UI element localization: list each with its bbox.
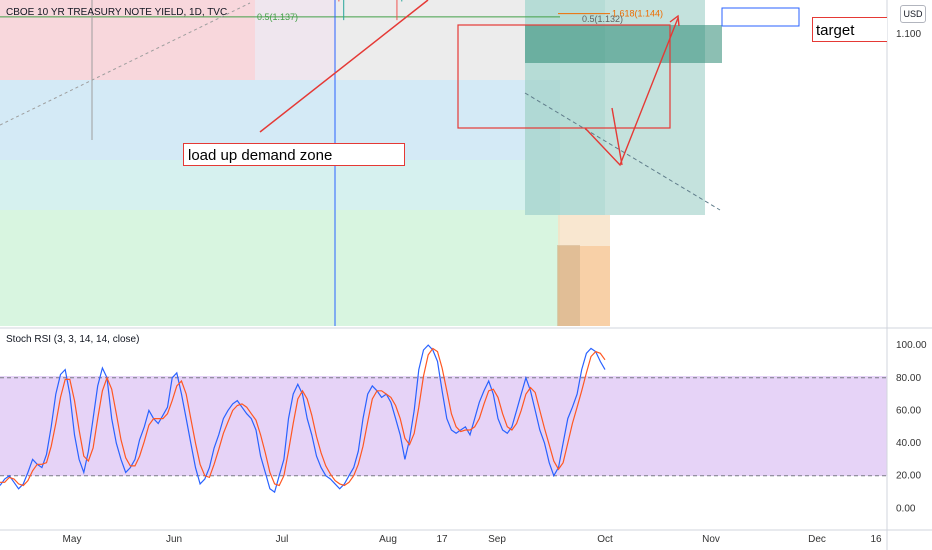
- rsi-tick-label: 100.00: [896, 340, 927, 351]
- fib-ext-zone-brown: [557, 245, 580, 326]
- zone-grey: [335, 0, 525, 80]
- projection-path: [611, 107, 623, 166]
- rsi-tick-label: 40.00: [896, 438, 921, 449]
- projection-path: [584, 17, 679, 167]
- candles-layer[interactable]: [3, 0, 601, 21]
- fib-level-label: 1.618(1.144): [612, 9, 663, 19]
- stoch-rsi-pane[interactable]: [0, 344, 887, 494]
- time-tick-label: Dec: [808, 534, 826, 545]
- drawing-layer: [0, 0, 800, 326]
- currency-badge[interactable]: USD: [900, 5, 926, 23]
- rsi-tick-label: 0.00: [896, 503, 916, 514]
- target-label: target: [812, 17, 887, 42]
- diagonal-trendline: [524, 92, 721, 211]
- rsi-tick-label: 80.00: [896, 373, 921, 384]
- fib-level-label: 0.5(1.137): [257, 12, 298, 22]
- target-range-box: [457, 24, 671, 129]
- diagonal-trendline: [0, 2, 251, 126]
- fib-labels-layer: 0(1.760)0.236(1.466)0.382(1.284)0.5(1.13…: [257, 9, 663, 25]
- time-tick-label: Sep: [488, 534, 506, 545]
- fib-zone-teal: [0, 160, 560, 210]
- time-tick-label: 16: [870, 534, 882, 545]
- fib-level-label: 0.5(1.132): [582, 14, 623, 24]
- projection-arrowhead: [669, 14, 680, 27]
- time-tick-label: Jun: [166, 534, 182, 545]
- chart-title: CBOE 10 YR TREASURY NOTE YIELD, 1D, TVC: [6, 7, 228, 18]
- fib-zone-green: [0, 210, 560, 326]
- time-tick-label: Jul: [276, 534, 289, 545]
- fib-ext-zone-peach: [558, 215, 610, 246]
- stoch-rsi-title: Stoch RSI (3, 3, 14, 14, close): [6, 334, 140, 345]
- target-fib-box: [721, 7, 800, 27]
- stoch-d-line: [0, 347, 606, 487]
- time-tick-label: Oct: [597, 534, 613, 545]
- rsi-tick-label: 60.00: [896, 405, 921, 416]
- time-tick-label: Aug: [379, 534, 397, 545]
- demand-zone-label: load up demand zone: [183, 143, 405, 166]
- time-tick-label: Nov: [702, 534, 720, 545]
- stoch-rsi-band: [0, 376, 887, 476]
- time-tick-label: May: [63, 534, 82, 545]
- stoch-k-line: [0, 344, 606, 494]
- price-tick-label: 1.100: [896, 29, 921, 40]
- time-tick-label: 17: [436, 534, 448, 545]
- red-trend-line: [259, 0, 429, 133]
- rsi-tick-label: 20.00: [896, 471, 921, 482]
- fib-ext-band-dark: [525, 25, 722, 63]
